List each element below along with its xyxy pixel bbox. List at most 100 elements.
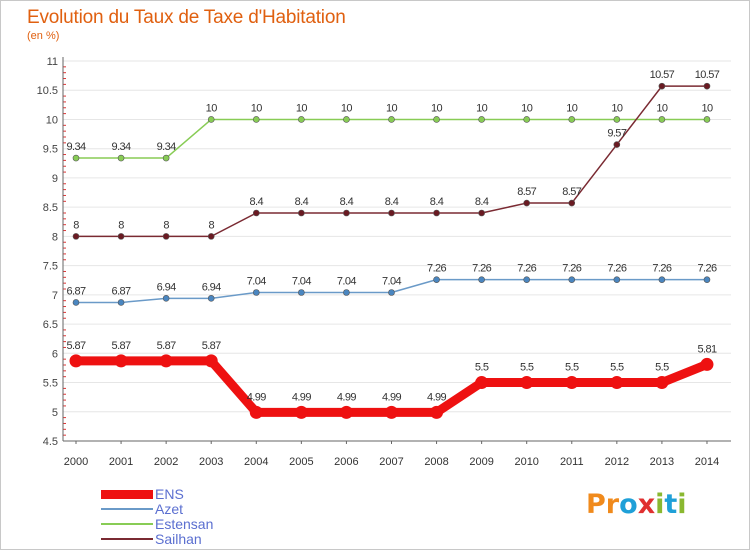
data-point-azet	[523, 276, 531, 283]
x-tick-label: 2000	[64, 456, 88, 468]
y-tick-label: 5.5	[43, 378, 58, 390]
data-label-ens: 5.87	[157, 340, 176, 352]
data-label-estensan: 10	[701, 102, 713, 114]
legend-label-sailhan: Sailhan	[155, 531, 202, 547]
data-label-azet: 6.94	[157, 281, 176, 293]
data-label-ens: 5.5	[520, 362, 534, 374]
data-label-estensan: 10	[521, 102, 533, 114]
data-label-estensan: 10	[386, 102, 398, 114]
y-tick-label: 7	[52, 290, 58, 302]
data-point-sailhan	[703, 82, 711, 90]
chart-title: Evolution du Taux de Taxe d'Habitation	[27, 7, 346, 28]
data-point-azet	[613, 276, 621, 283]
x-tick-label: 2004	[244, 456, 268, 468]
x-tick-label: 2011	[560, 456, 584, 468]
data-point-azet	[207, 295, 215, 302]
data-label-azet: 7.26	[517, 263, 536, 275]
y-tick-label: 6.5	[43, 319, 58, 331]
data-point-azet	[703, 276, 711, 283]
data-labels: 9.34 9.34 9.34 10 10 10 10 10 10 10 10 10 10 10 10 8 8 8 8…	[66, 69, 720, 403]
data-label-ens: 5.5	[565, 362, 579, 374]
y-tick-label: 8.5	[43, 202, 58, 214]
data-label-sailhan: 8.4	[340, 196, 354, 208]
data-point-azet	[117, 299, 125, 306]
data-point-sailhan	[298, 209, 305, 217]
data-point-sailhan	[162, 233, 170, 240]
data-label-sailhan: 9.57	[607, 128, 626, 140]
data-point-ens	[249, 405, 263, 419]
logo-letter: t	[664, 489, 678, 520]
data-point-estensan	[252, 116, 260, 123]
data-point-estensan	[613, 116, 621, 123]
data-point-azet	[162, 295, 170, 302]
data-label-azet: 6.94	[202, 281, 221, 293]
data-point-sailhan	[523, 199, 531, 207]
data-label-ens: 4.99	[382, 391, 401, 403]
legend-swatch-sailhan	[101, 538, 153, 540]
data-point-ens	[114, 354, 128, 368]
data-label-azet: 7.26	[697, 263, 716, 275]
data-label-estensan: 10	[206, 102, 218, 114]
axes: 4.5 5 5.5 6 6.5 7 7.5 8 8.5 9 9.5 10 10.5 11 2000 2001 2…	[37, 56, 731, 468]
data-label-estensan: 9.34	[112, 141, 131, 153]
data-label-azet: 7.26	[652, 263, 671, 275]
x-tick-label: 2006	[334, 456, 358, 468]
data-label-ens: 5.81	[697, 343, 716, 355]
data-label-estensan: 10	[656, 102, 668, 114]
data-point-estensan	[207, 116, 215, 123]
data-point-ens	[204, 354, 218, 368]
data-label-ens: 5.87	[202, 340, 221, 352]
legend-label-estensan: Estensan	[155, 516, 214, 532]
data-point-estensan	[117, 154, 125, 162]
data-label-ens: 4.99	[292, 391, 311, 403]
data-point-estensan	[162, 154, 170, 162]
data-point-estensan	[523, 116, 531, 123]
data-label-azet: 7.26	[562, 263, 581, 275]
data-label-sailhan: 8.4	[385, 196, 399, 208]
data-label-azet: 7.26	[607, 263, 626, 275]
data-point-azet	[343, 289, 350, 296]
legend-label-ens: ENS	[155, 486, 184, 502]
x-tick-label: 2001	[109, 456, 133, 468]
data-point-estensan	[478, 116, 485, 123]
data-label-sailhan: 8.57	[517, 186, 536, 198]
data-point-sailhan	[388, 209, 395, 217]
data-point-ens	[159, 354, 173, 368]
data-label-sailhan: 8	[73, 219, 79, 231]
data-label-estensan: 10	[341, 102, 353, 114]
data-label-azet: 7.04	[247, 276, 266, 288]
data-point-sailhan	[117, 233, 125, 240]
data-point-sailhan	[207, 233, 215, 240]
data-point-ens	[565, 376, 579, 390]
data-label-azet: 7.04	[382, 276, 401, 288]
data-label-azet: 7.26	[427, 263, 446, 275]
data-point-ens	[384, 405, 398, 419]
proxiti-logo: Proxiti	[586, 489, 687, 520]
data-label-estensan: 10	[431, 102, 443, 114]
logo-letter: o	[619, 489, 638, 520]
data-label-ens: 5.5	[610, 362, 624, 374]
data-label-ens: 4.99	[427, 391, 446, 403]
data-point-ens	[430, 405, 444, 419]
data-label-azet: 7.04	[337, 276, 356, 288]
y-tick-label: 10	[46, 114, 58, 126]
data-point-estensan	[433, 116, 440, 123]
data-point-sailhan	[433, 209, 440, 217]
data-label-sailhan: 8	[118, 219, 124, 231]
data-label-estensan: 10	[611, 102, 623, 114]
logo-letter: x	[637, 489, 656, 520]
data-label-sailhan: 10.57	[695, 69, 720, 81]
y-tick-label: 5	[52, 407, 58, 419]
y-tick-label: 10.5	[37, 85, 58, 97]
logo-letter: i	[655, 489, 665, 520]
logo-letter: i	[677, 489, 687, 520]
x-tick-label: 2010	[514, 456, 538, 468]
y-tick-label: 8	[52, 231, 58, 243]
data-label-estensan: 10	[476, 102, 488, 114]
data-label-sailhan: 8.57	[562, 186, 581, 198]
data-point-estensan	[343, 116, 350, 123]
data-point-ens	[69, 354, 83, 368]
data-label-sailhan: 8	[208, 219, 214, 231]
data-point-azet	[568, 276, 576, 283]
data-label-estensan: 10	[566, 102, 578, 114]
